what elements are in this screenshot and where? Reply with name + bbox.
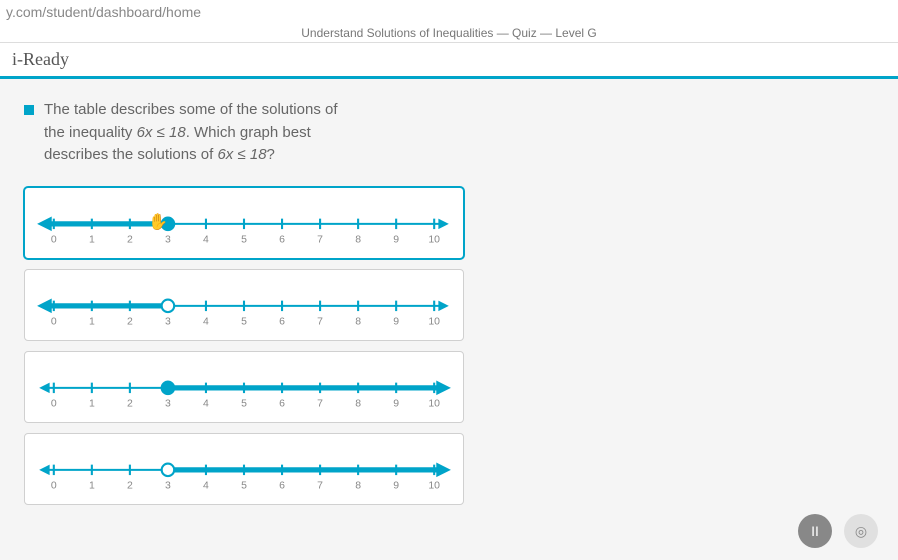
svg-text:1: 1 [89, 480, 95, 491]
svg-text:2: 2 [127, 480, 133, 491]
pause-button[interactable]: II [798, 514, 832, 548]
svg-text:1: 1 [89, 234, 95, 245]
svg-text:4: 4 [203, 316, 209, 327]
prompt-line3a: describes the solutions of [44, 146, 217, 163]
prompt-ineq2: 6x ≤ 18 [217, 146, 266, 163]
answer-option-2[interactable]: 0 1 2 3 4 5 6 7 8 9 10 [24, 269, 464, 341]
svg-text:2: 2 [127, 234, 133, 245]
svg-text:7: 7 [317, 398, 323, 409]
answer-option-4[interactable]: 0 1 2 3 4 5 6 7 8 9 10 [24, 433, 464, 505]
svg-text:1: 1 [89, 316, 95, 327]
svg-text:4: 4 [203, 234, 209, 245]
svg-text:3: 3 [165, 480, 171, 491]
svg-text:5: 5 [241, 398, 247, 409]
svg-text:6: 6 [279, 480, 285, 491]
svg-text:5: 5 [241, 234, 247, 245]
svg-text:10: 10 [428, 480, 440, 491]
svg-text:0: 0 [51, 398, 57, 409]
svg-text:2: 2 [127, 316, 133, 327]
prompt-ineq1: 6x ≤ 18 [137, 124, 186, 141]
svg-text:9: 9 [393, 398, 399, 409]
svg-text:8: 8 [355, 398, 361, 409]
svg-text:3: 3 [165, 234, 171, 245]
svg-text:9: 9 [393, 316, 399, 327]
brand-row: i-Ready [0, 43, 898, 79]
svg-text:9: 9 [393, 234, 399, 245]
url-bar: y.com/student/dashboard/home [0, 0, 898, 24]
svg-text:6: 6 [279, 316, 285, 327]
svg-text:8: 8 [355, 316, 361, 327]
svg-text:10: 10 [428, 316, 440, 327]
svg-text:5: 5 [241, 480, 247, 491]
svg-text:7: 7 [317, 234, 323, 245]
brand-logo: i-Ready [12, 49, 69, 69]
svg-text:10: 10 [428, 234, 440, 245]
question-prompt: The table describes some of the solution… [24, 99, 464, 167]
svg-text:3: 3 [165, 398, 171, 409]
svg-text:1: 1 [89, 398, 95, 409]
prompt-line1: The table describes some of the solution… [44, 101, 338, 118]
svg-text:5: 5 [241, 316, 247, 327]
svg-text:8: 8 [355, 234, 361, 245]
svg-text:0: 0 [51, 234, 57, 245]
svg-text:10: 10 [428, 398, 440, 409]
svg-text:2: 2 [127, 398, 133, 409]
prompt-line2b: . Which graph best [186, 124, 311, 141]
svg-text:6: 6 [279, 234, 285, 245]
svg-text:4: 4 [203, 480, 209, 491]
svg-text:6: 6 [279, 398, 285, 409]
svg-text:4: 4 [203, 398, 209, 409]
svg-text:0: 0 [51, 480, 57, 491]
svg-text:7: 7 [317, 480, 323, 491]
svg-text:8: 8 [355, 480, 361, 491]
prompt-line3b: ? [267, 146, 275, 163]
answer-option-3[interactable]: 0 1 2 3 4 5 6 7 8 9 10 [24, 351, 464, 423]
prompt-line2a: the inequality [44, 124, 137, 141]
svg-text:7: 7 [317, 316, 323, 327]
answer-option-1[interactable]: 012345678910 ✋ [24, 187, 464, 259]
svg-text:3: 3 [165, 316, 171, 327]
svg-text:9: 9 [393, 480, 399, 491]
bullet-icon [24, 105, 34, 115]
page-title: Understand Solutions of Inequalities — Q… [0, 24, 898, 43]
svg-text:0: 0 [51, 316, 57, 327]
target-button[interactable]: ◎ [844, 514, 878, 548]
